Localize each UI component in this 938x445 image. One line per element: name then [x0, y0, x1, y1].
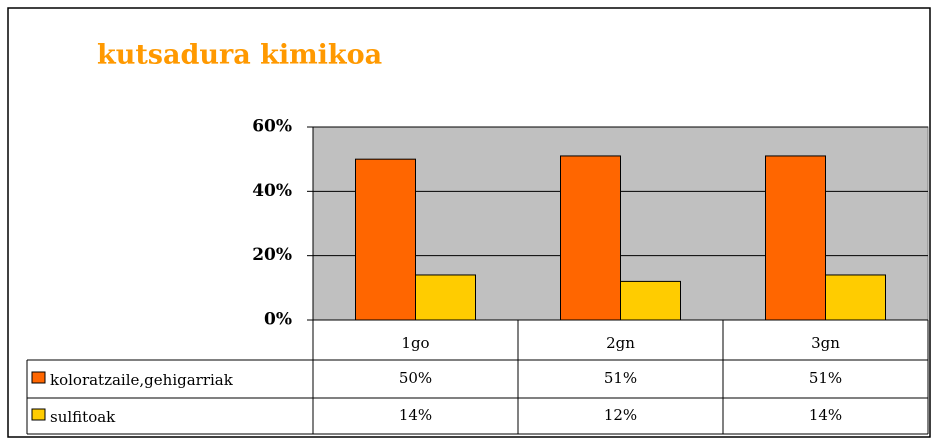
bar [355, 158, 416, 321]
bar [415, 274, 476, 321]
table-cell: 14% [399, 406, 432, 424]
bar [765, 155, 826, 321]
y-tick-label: 20% [252, 245, 292, 265]
y-tick-label: 40% [252, 181, 292, 201]
y-tick-label: 60% [252, 117, 292, 137]
table-cell: 51% [809, 369, 842, 387]
table-cell: 50% [399, 369, 432, 387]
table-cell: 12% [604, 406, 637, 424]
x-tick-label: 2gn [606, 334, 635, 352]
bar [560, 155, 621, 321]
x-tick-label: 3gn [811, 334, 840, 352]
y-tick-label: 0% [264, 310, 292, 330]
bar [825, 274, 886, 321]
chart-title: kutsadura kimikoa [97, 40, 382, 71]
bar [620, 280, 681, 321]
table-cell: 51% [604, 369, 637, 387]
legend-label: sulfitoak [50, 408, 116, 426]
legend-label: koloratzaile,gehigarriak [50, 371, 234, 389]
legend-key [31, 408, 46, 421]
table-cell: 14% [809, 406, 842, 424]
legend-key [31, 371, 46, 384]
x-tick-label: 1go [401, 334, 429, 352]
